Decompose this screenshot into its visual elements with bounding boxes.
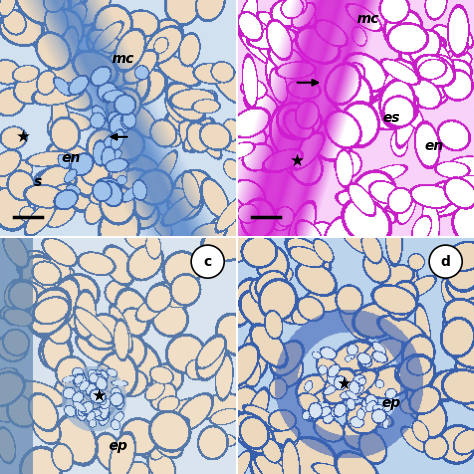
Text: d: d (441, 255, 451, 269)
Text: ★: ★ (16, 128, 31, 146)
Text: es: es (383, 111, 400, 125)
Circle shape (191, 245, 224, 278)
Text: ep: ep (109, 438, 128, 453)
Text: ★: ★ (290, 152, 304, 170)
Text: mc: mc (111, 52, 134, 66)
Text: en: en (424, 139, 444, 153)
Circle shape (429, 245, 462, 278)
Text: en: en (61, 151, 81, 165)
Text: ★: ★ (91, 387, 107, 405)
Text: ep: ep (382, 396, 401, 410)
Text: c: c (203, 255, 212, 269)
Text: ★: ★ (337, 375, 352, 393)
Text: mc: mc (356, 12, 379, 26)
Text: s: s (34, 175, 42, 189)
